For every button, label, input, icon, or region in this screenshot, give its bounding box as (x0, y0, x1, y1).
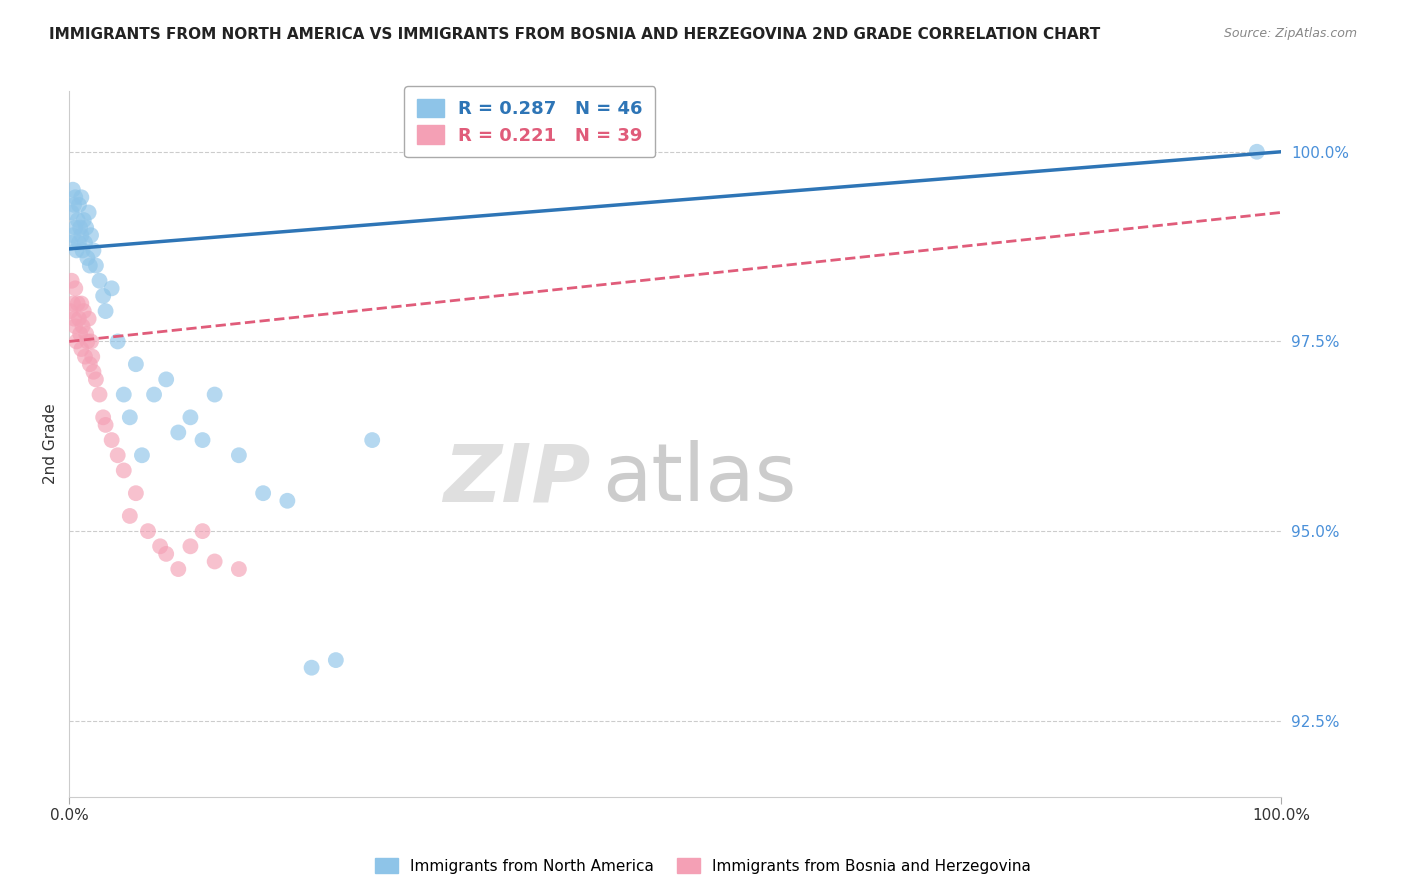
Point (94, 417, 117, 432)
Point (70, 342, 93, 356)
Point (276, 493, 298, 508)
Point (191, 524, 214, 538)
Point (77, 311, 100, 326)
Point (252, 486, 274, 500)
Point (155, 547, 177, 561)
Point (89, 274, 111, 288)
Point (131, 448, 153, 462)
Point (89, 387, 111, 401)
Point (76, 251, 98, 265)
Point (63, 198, 86, 212)
Point (73, 304, 96, 318)
Point (228, 562, 250, 576)
Point (75, 220, 97, 235)
Text: ZIP: ZIP (443, 440, 591, 518)
Point (82, 365, 104, 379)
Point (1246, 145, 1268, 159)
Point (91, 289, 114, 303)
Point (167, 562, 190, 576)
Point (204, 387, 226, 401)
Point (325, 653, 347, 667)
Point (84, 372, 107, 386)
Point (62, 183, 84, 197)
Point (65, 244, 87, 258)
Text: atlas: atlas (602, 440, 797, 518)
Legend: R = 0.287   N = 46, R = 0.221   N = 39: R = 0.287 N = 46, R = 0.221 N = 39 (404, 86, 655, 157)
Y-axis label: 2nd Grade: 2nd Grade (44, 403, 58, 484)
Point (84, 259, 107, 273)
Point (361, 433, 384, 447)
Point (301, 661, 323, 675)
Point (77, 205, 100, 219)
Point (94, 304, 117, 318)
Point (59, 304, 82, 318)
Point (79, 357, 101, 371)
Point (60, 205, 83, 219)
Point (91, 410, 114, 425)
Point (76, 334, 98, 349)
Point (80, 334, 103, 349)
Point (112, 463, 135, 477)
Point (179, 410, 201, 425)
Point (100, 433, 122, 447)
Point (65, 334, 87, 349)
Point (72, 319, 94, 334)
Point (67, 198, 90, 212)
Point (63, 311, 86, 326)
Point (167, 425, 190, 440)
Point (67, 235, 90, 250)
Point (69, 326, 91, 341)
Point (66, 296, 89, 310)
Point (118, 410, 141, 425)
Point (228, 448, 250, 462)
Point (125, 357, 148, 371)
Point (155, 372, 177, 386)
Point (79, 259, 101, 273)
Point (69, 220, 91, 235)
Point (107, 448, 129, 462)
Point (70, 228, 93, 243)
Point (149, 539, 172, 553)
Point (179, 539, 201, 553)
Point (67, 311, 90, 326)
Point (73, 350, 96, 364)
Point (62, 228, 84, 243)
Legend: Immigrants from North America, Immigrants from Bosnia and Herzegovina: Immigrants from North America, Immigrant… (368, 852, 1038, 880)
Point (70, 190, 93, 204)
Point (73, 235, 96, 250)
Point (100, 281, 122, 295)
Point (65, 190, 87, 204)
Point (143, 387, 166, 401)
Point (125, 486, 148, 500)
Point (65, 319, 87, 334)
Point (118, 508, 141, 523)
Point (59, 235, 82, 250)
Point (191, 433, 214, 447)
Text: Source: ZipAtlas.com: Source: ZipAtlas.com (1223, 27, 1357, 40)
Point (72, 244, 94, 258)
Point (136, 524, 159, 538)
Point (65, 281, 87, 295)
Point (65, 220, 87, 235)
Point (70, 296, 93, 310)
Point (82, 244, 104, 258)
Point (73, 213, 96, 227)
Text: IMMIGRANTS FROM NORTH AMERICA VS IMMIGRANTS FROM BOSNIA AND HERZEGOVINA 2ND GRAD: IMMIGRANTS FROM NORTH AMERICA VS IMMIGRA… (49, 27, 1101, 42)
Point (66, 213, 89, 227)
Point (204, 554, 226, 568)
Point (112, 387, 135, 401)
Point (60, 274, 83, 288)
Point (62, 296, 84, 310)
Point (80, 228, 103, 243)
Point (107, 334, 129, 349)
Point (82, 350, 104, 364)
Point (75, 326, 97, 341)
